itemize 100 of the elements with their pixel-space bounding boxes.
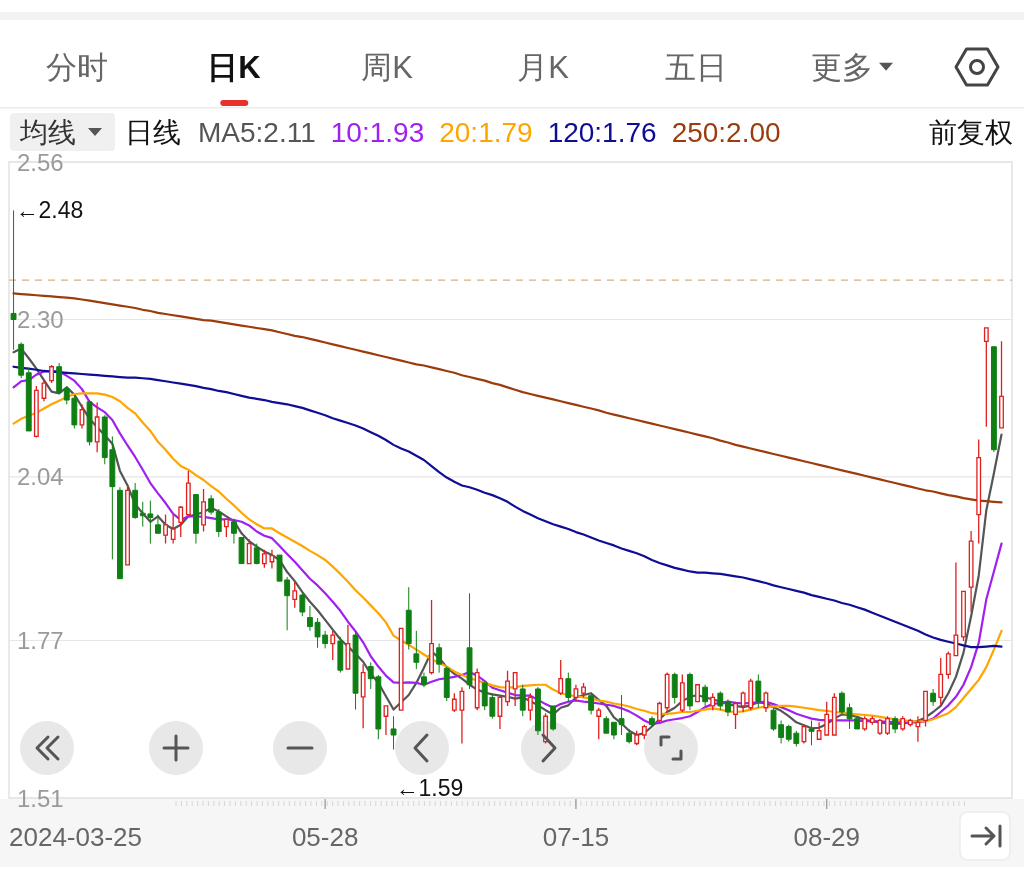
text: 20:1.79	[439, 117, 533, 148]
candlestick	[10, 209, 17, 351]
text: 月K	[517, 50, 570, 85]
candlestick	[421, 672, 427, 688]
candlestick	[824, 701, 830, 736]
candlestick	[56, 362, 63, 394]
text: 250:2.00	[671, 117, 781, 148]
candlestick	[413, 630, 420, 670]
candlestick	[208, 494, 215, 516]
candlestick	[968, 530, 974, 613]
candlestick	[178, 505, 184, 538]
candlestick	[155, 514, 161, 534]
candlestick	[671, 672, 678, 705]
candlestick	[596, 707, 602, 740]
candlestick	[527, 692, 533, 722]
candlestick	[976, 438, 982, 545]
candlestick	[405, 586, 412, 651]
candlestick	[915, 715, 921, 743]
candlestick	[25, 367, 32, 432]
candlestick	[253, 543, 260, 565]
candlestick	[990, 346, 997, 453]
candlestick	[755, 673, 762, 709]
candlestick	[33, 385, 39, 439]
candlestick	[429, 599, 434, 676]
candlestick	[79, 403, 85, 430]
candlestick	[390, 715, 397, 751]
candlestick	[877, 718, 883, 736]
candlestick	[923, 690, 928, 728]
text: 10:1.93	[330, 117, 425, 148]
candlestick	[885, 715, 890, 736]
candlestick	[763, 690, 769, 713]
text: 五日	[665, 50, 727, 85]
candlestick	[869, 715, 875, 726]
candlestick	[466, 592, 473, 690]
candlestick	[18, 342, 25, 379]
candlestick	[626, 728, 633, 744]
candlestick	[983, 327, 989, 428]
candlestick	[201, 488, 206, 533]
candlestick	[497, 694, 503, 730]
candlestick	[459, 686, 465, 745]
x-tick-label: 07-15	[542, 822, 610, 852]
legend-title: 日线	[125, 117, 181, 148]
candlestick	[733, 701, 738, 730]
candlestick	[193, 494, 199, 545]
x-tick-label: 08-29	[793, 822, 860, 852]
text: 120:1.76	[547, 117, 657, 148]
candlestick	[687, 672, 693, 711]
candlestick	[330, 630, 336, 661]
candlestick	[238, 537, 245, 565]
candlestick	[246, 538, 252, 565]
candlestick	[261, 549, 267, 569]
candlestick	[938, 657, 944, 707]
candlestick	[573, 684, 579, 703]
x-tick-label: 05-28	[291, 822, 359, 852]
candlestick	[117, 486, 123, 580]
candlestick	[352, 630, 359, 711]
candlestick	[695, 684, 700, 703]
candlestick	[474, 667, 480, 711]
candlestick	[945, 650, 951, 680]
candlestick	[565, 672, 572, 703]
candlestick	[215, 508, 222, 538]
text: 均线	[19, 117, 76, 148]
candlestick	[664, 671, 670, 713]
candlestick	[581, 682, 586, 699]
candlestick	[710, 692, 716, 711]
y-tick-label: 1.51	[17, 784, 64, 812]
candlestick	[519, 684, 526, 717]
candlestick	[337, 636, 344, 674]
y-tick-label: 2.56	[17, 148, 64, 176]
candlestick	[125, 485, 130, 566]
candlestick	[231, 518, 237, 545]
candlestick	[740, 690, 746, 713]
candlestick	[49, 364, 54, 384]
y-tick-label: 2.30	[17, 305, 64, 333]
candlestick	[892, 715, 899, 734]
candlestick	[170, 513, 176, 545]
annotation: ←1.59	[395, 774, 464, 801]
text: MA5:2.11	[198, 117, 316, 148]
candlestick	[558, 659, 564, 696]
candlestick	[360, 663, 366, 729]
candlestick	[862, 715, 868, 732]
candlestick	[702, 684, 709, 707]
candlestick	[634, 730, 640, 746]
candlestick	[163, 513, 168, 545]
candlestick	[907, 718, 913, 728]
text: 前复权	[929, 117, 1013, 148]
candlestick	[185, 470, 191, 516]
candlestick	[398, 627, 404, 711]
candlestick	[801, 724, 807, 745]
candlestick	[512, 671, 518, 707]
annotation: ←2.48	[15, 197, 84, 224]
candlestick	[816, 721, 822, 740]
candlestick	[724, 698, 731, 717]
candlestick	[292, 580, 298, 609]
text: 更多	[811, 50, 873, 85]
candlestick	[999, 340, 1004, 429]
candlestick	[41, 379, 47, 402]
candlestick	[930, 688, 937, 707]
candlestick	[679, 673, 685, 713]
candlestick	[961, 590, 966, 642]
